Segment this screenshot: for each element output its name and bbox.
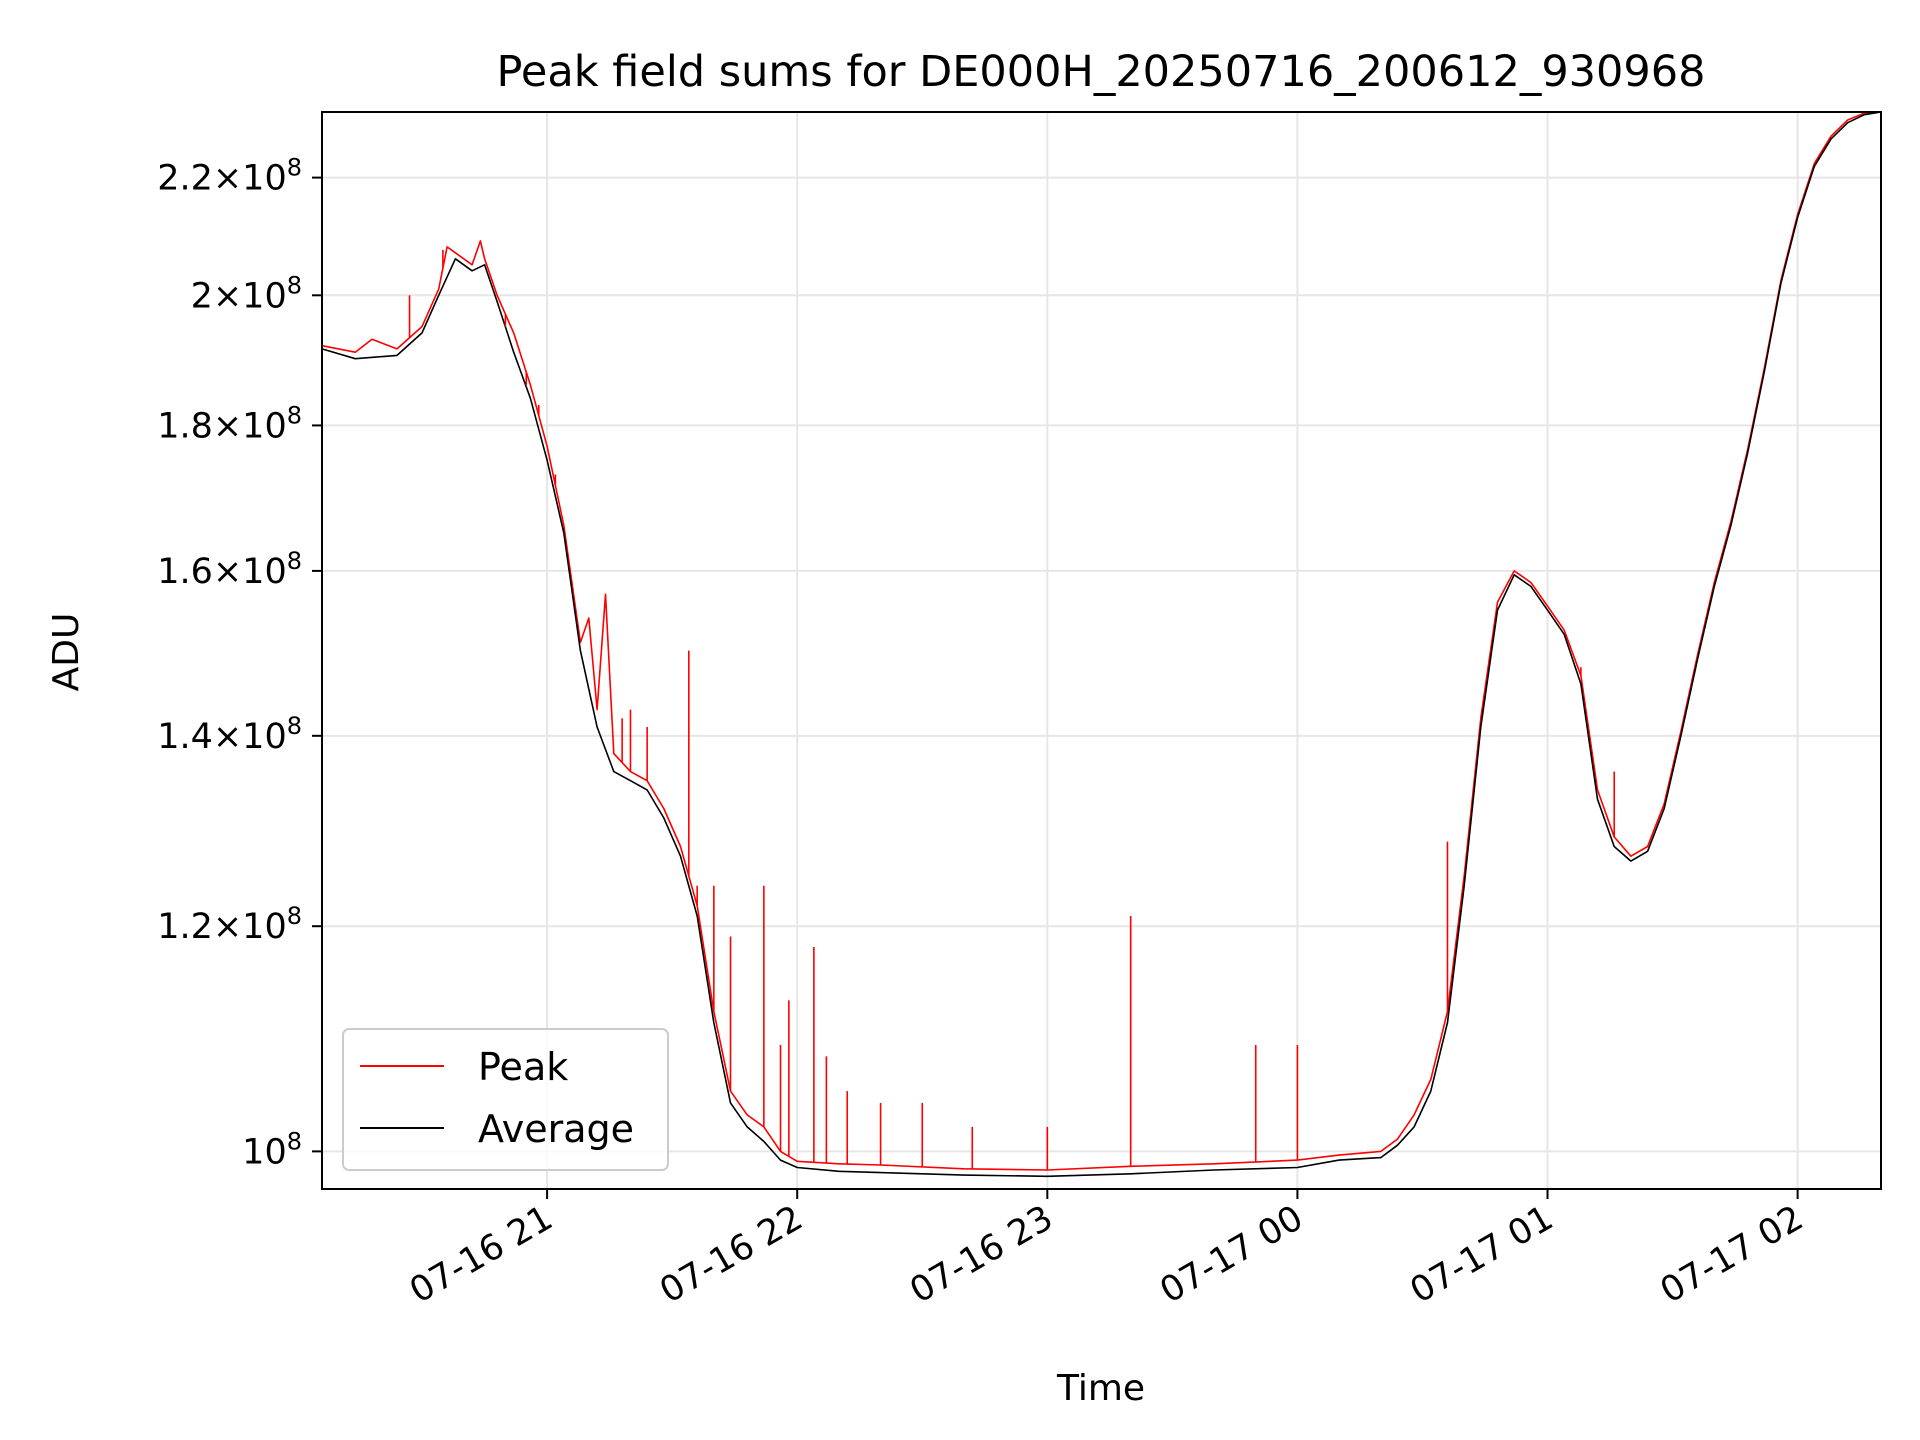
series-layer <box>321 111 1882 1178</box>
x-axis-label: Time <box>1056 1368 1145 1409</box>
legend-label-peak: Peak <box>478 1045 568 1089</box>
y-tick-label: 1.2×108 <box>157 902 302 947</box>
grid <box>322 112 1881 1189</box>
legend-box <box>342 1028 669 1171</box>
series-line-average <box>321 111 1882 1178</box>
legend-label-average: Average <box>478 1107 634 1151</box>
plot-frame <box>321 111 1882 1190</box>
y-tick-label: 2.2×108 <box>157 154 302 199</box>
y-axis-label: ADU <box>46 613 87 692</box>
y-tick-label: 108 <box>242 1127 302 1172</box>
y-tick-label: 1.6×108 <box>157 547 302 592</box>
chart-title: Peak field sums for DE000H_20250716_2006… <box>497 47 1706 97</box>
legend: Peak Average <box>342 1028 669 1171</box>
y-tick-label: 1.4×108 <box>157 712 302 757</box>
y-tick-label: 2×108 <box>191 271 302 316</box>
y-tick-label: 1.8×108 <box>157 401 302 446</box>
